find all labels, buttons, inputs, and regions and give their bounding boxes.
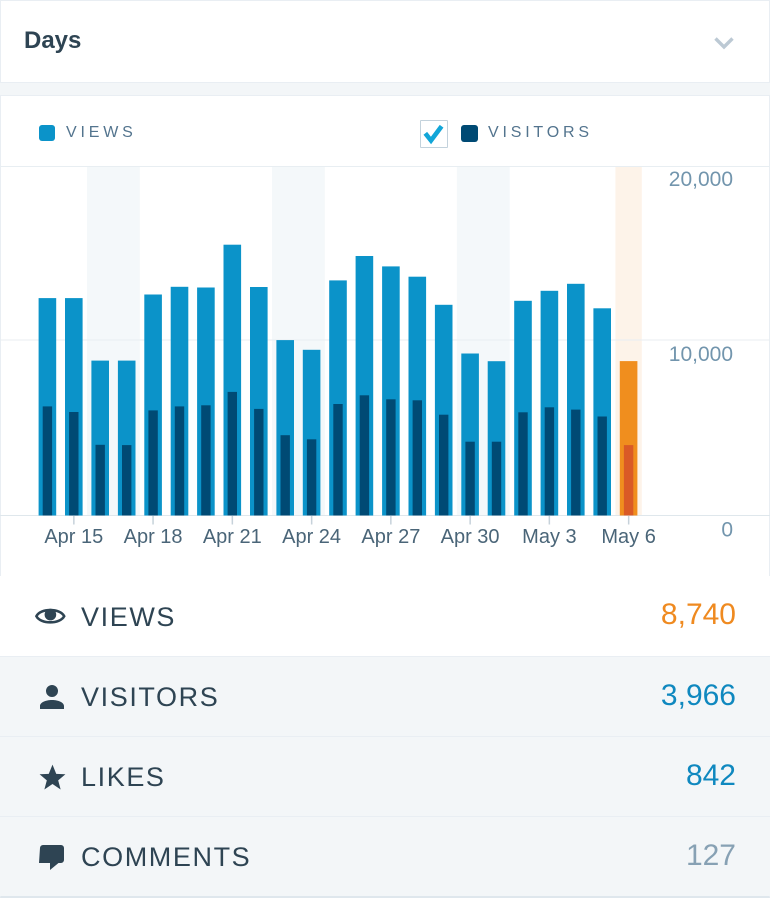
- svg-text:20,000: 20,000: [669, 168, 733, 191]
- svg-text:0: 0: [721, 519, 733, 542]
- svg-text:May 3: May 3: [522, 526, 576, 548]
- svg-text:Apr 18: Apr 18: [124, 526, 183, 548]
- svg-text:May 6: May 6: [601, 526, 655, 548]
- svg-text:Apr 21: Apr 21: [203, 526, 262, 548]
- svg-text:Apr 15: Apr 15: [44, 526, 103, 548]
- svg-text:Apr 24: Apr 24: [282, 526, 341, 548]
- svg-text:Apr 30: Apr 30: [441, 526, 500, 548]
- svg-text:10,000: 10,000: [669, 343, 733, 366]
- svg-text:Apr 27: Apr 27: [361, 526, 420, 548]
